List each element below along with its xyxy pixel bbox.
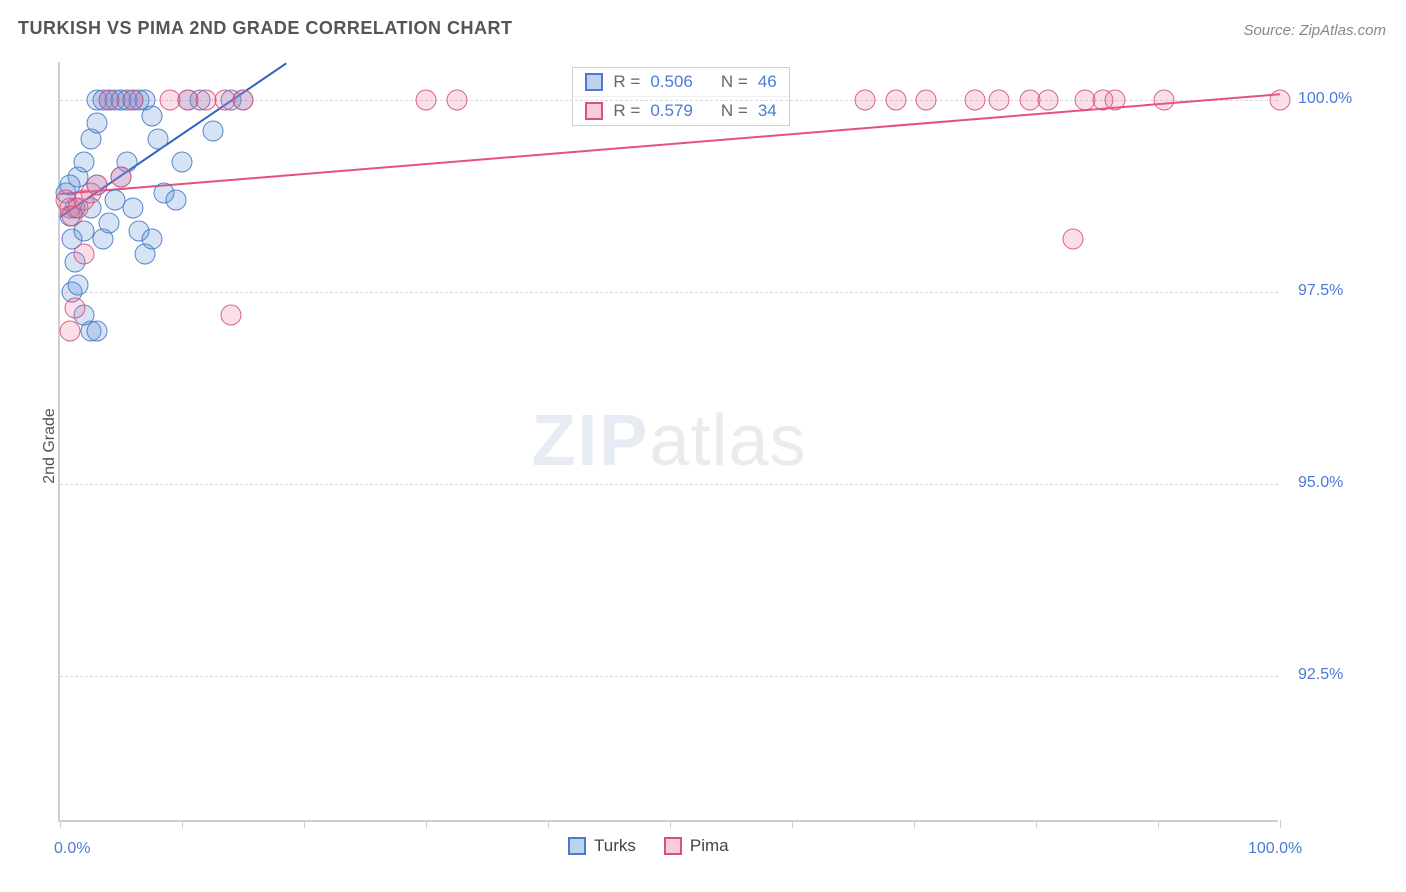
source-credit: Source: ZipAtlas.com: [1243, 22, 1386, 39]
gridline: [60, 676, 1278, 677]
data-point: [165, 190, 186, 211]
chart-title: TURKISH VS PIMA 2ND GRADE CORRELATION CH…: [18, 18, 513, 39]
r-value: 0.506: [650, 72, 693, 92]
data-point: [111, 167, 132, 188]
gridline: [60, 292, 1278, 293]
legend-swatch: [585, 102, 603, 120]
legend-item: Turks: [568, 836, 636, 856]
n-value: 46: [758, 72, 777, 92]
legend-swatch: [664, 837, 682, 855]
legend-label: Turks: [594, 836, 636, 856]
x-tick: [792, 820, 793, 828]
data-point: [123, 197, 144, 218]
data-point: [965, 90, 986, 111]
legend-item: Pima: [664, 836, 729, 856]
data-point: [416, 90, 437, 111]
data-point: [74, 243, 95, 264]
n-value: 34: [758, 101, 777, 121]
x-tick: [670, 820, 671, 828]
data-point: [147, 128, 168, 149]
scatter-plot-area: ZIPatlas R = 0.506 N = 46 R = 0.579 N = 34: [58, 62, 1278, 822]
data-point: [1105, 90, 1126, 111]
legend-label: Pima: [690, 836, 729, 856]
n-label: N =: [721, 101, 748, 121]
stats-row: R = 0.506 N = 46: [573, 68, 788, 96]
y-tick-label: 100.0%: [1298, 90, 1352, 108]
x-tick: [182, 820, 183, 828]
r-value: 0.579: [650, 101, 693, 121]
x-tick: [1036, 820, 1037, 828]
data-point: [68, 274, 89, 295]
data-point: [86, 113, 107, 134]
r-label: R =: [613, 101, 640, 121]
data-point: [855, 90, 876, 111]
data-point: [1154, 90, 1175, 111]
watermark-zip: ZIP: [531, 401, 649, 481]
x-tick: [426, 820, 427, 828]
data-point: [74, 151, 95, 172]
correlation-stats-box: R = 0.506 N = 46 R = 0.579 N = 34: [572, 67, 789, 126]
data-point: [141, 228, 162, 249]
data-point: [885, 90, 906, 111]
watermark: ZIPatlas: [531, 400, 806, 482]
data-point: [141, 105, 162, 126]
x-tick: [1280, 820, 1281, 828]
x-tick: [60, 820, 61, 828]
watermark-atlas: atlas: [649, 401, 806, 481]
legend-swatch: [585, 73, 603, 91]
r-label: R =: [613, 72, 640, 92]
data-point: [172, 151, 193, 172]
data-point: [233, 90, 254, 111]
x-tick: [1158, 820, 1159, 828]
y-tick-label: 92.5%: [1298, 666, 1343, 684]
data-point: [59, 320, 80, 341]
data-point: [64, 297, 85, 318]
data-point: [86, 320, 107, 341]
data-point: [1062, 228, 1083, 249]
n-label: N =: [721, 72, 748, 92]
x-tick: [914, 820, 915, 828]
data-point: [202, 121, 223, 142]
y-tick-label: 97.5%: [1298, 282, 1343, 300]
x-tick-label: 100.0%: [1248, 840, 1302, 858]
x-tick-label: 0.0%: [54, 840, 90, 858]
x-tick: [548, 820, 549, 828]
gridline: [60, 484, 1278, 485]
series-legend: Turks Pima: [568, 836, 729, 856]
data-point: [98, 90, 119, 111]
data-point: [123, 90, 144, 111]
y-tick-label: 95.0%: [1298, 474, 1343, 492]
data-point: [446, 90, 467, 111]
y-axis-label: 2nd Grade: [41, 408, 59, 484]
data-point: [1270, 90, 1291, 111]
data-point: [98, 213, 119, 234]
x-tick: [304, 820, 305, 828]
legend-swatch: [568, 837, 586, 855]
data-point: [989, 90, 1010, 111]
data-point: [220, 305, 241, 326]
data-point: [86, 174, 107, 195]
data-point: [916, 90, 937, 111]
data-point: [1038, 90, 1059, 111]
